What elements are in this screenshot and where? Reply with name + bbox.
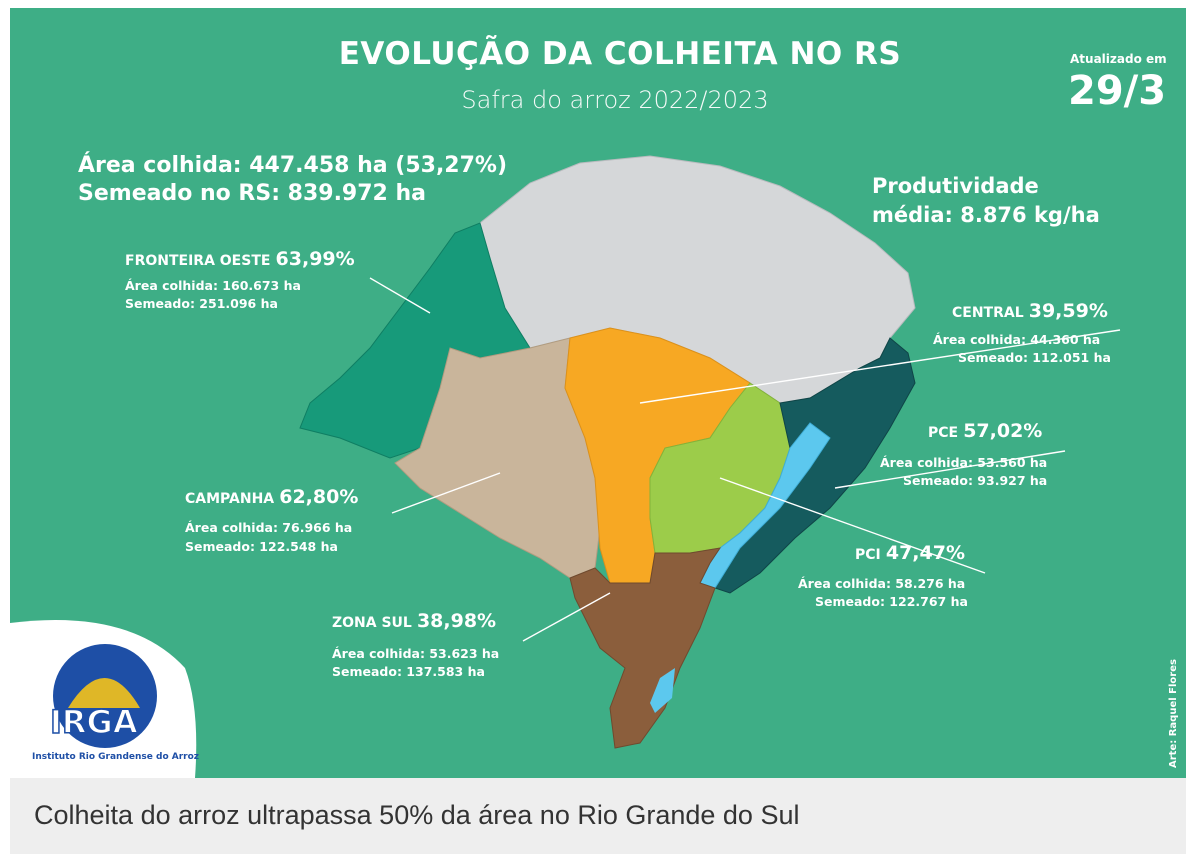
productivity-value: média: 8.876 kg/ha bbox=[872, 203, 1100, 227]
leader-fronteira bbox=[369, 277, 431, 314]
region-sown: Semeado: 93.927 ha bbox=[903, 473, 1048, 488]
image-caption: Colheita do arroz ultrapassa 50% da área… bbox=[34, 800, 800, 830]
map-region-fronteira-oeste bbox=[299, 222, 531, 459]
region-name: CENTRAL bbox=[952, 305, 1024, 321]
region-harvested: Área colhida: 160.673 ha bbox=[125, 278, 301, 293]
region-sown: Semeado: 251.096 ha bbox=[125, 296, 278, 311]
leader-lines bbox=[369, 277, 1121, 642]
page-title: EVOLUÇÃO DA COLHEITA NO RS bbox=[338, 36, 902, 72]
region-label-fronteira-oeste: FRONTEIRA OESTE 63,99% bbox=[125, 248, 355, 270]
infographic-panel: EVOLUÇÃO DA COLHEITA NO RS Safra do arro… bbox=[10, 8, 1186, 778]
region-harvested: Área colhida: 53.623 ha bbox=[332, 646, 500, 661]
region-percent: 62,80% bbox=[279, 486, 359, 508]
region-harvested: Área colhida: 76.966 ha bbox=[185, 520, 353, 535]
leader-campanha bbox=[391, 472, 501, 514]
region-label-central: CENTRAL 39,59% bbox=[952, 300, 1108, 322]
region-percent: 39,59% bbox=[1028, 300, 1108, 322]
region-sown: Semeado: 122.548 ha bbox=[185, 539, 338, 554]
region-sown: Semeado: 122.767 ha bbox=[815, 594, 968, 609]
region-percent: 47,47% bbox=[885, 542, 965, 564]
caption-bar: Colheita do arroz ultrapassa 50% da área… bbox=[10, 778, 1186, 854]
region-percent: 57,02% bbox=[963, 420, 1043, 442]
total-sown: Semeado no RS: 839.972 ha bbox=[78, 181, 427, 206]
region-label-campanha: CAMPANHA 62,80% bbox=[185, 486, 358, 508]
region-name: PCE bbox=[928, 425, 959, 441]
map-region-zona-sul bbox=[569, 547, 722, 749]
productivity-label: Produtividade bbox=[872, 174, 1039, 198]
region-label-pci: PCI 47,47% bbox=[855, 542, 965, 564]
leader-central bbox=[639, 329, 1121, 404]
leader-pce bbox=[834, 450, 1066, 489]
artist-credit: Arte: Raquel Flores bbox=[1168, 659, 1179, 768]
leader-zonasul bbox=[522, 592, 611, 642]
leader-pci bbox=[719, 477, 986, 574]
region-harvested: Área colhida: 58.276 ha bbox=[798, 576, 966, 591]
updated-date: 29/3 bbox=[1068, 68, 1167, 114]
region-harvested: Área colhida: 44.360 ha bbox=[933, 332, 1101, 347]
logo-subtext: Instituto Rio Grandense do Arroz bbox=[32, 752, 200, 762]
irga-logo-emblem bbox=[53, 644, 157, 748]
page-subtitle: Safra do arroz 2022/2023 bbox=[461, 86, 769, 114]
region-sown: Semeado: 112.051 ha bbox=[958, 350, 1111, 365]
logo-text: IRGA bbox=[49, 702, 138, 742]
updated-label: Atualizado em bbox=[1070, 52, 1167, 66]
region-name: ZONA SUL bbox=[332, 615, 412, 631]
region-label-zona-sul: ZONA SUL 38,98% bbox=[332, 610, 496, 632]
region-name: FRONTEIRA OESTE bbox=[125, 253, 271, 269]
rs-map bbox=[10, 155, 1121, 778]
total-harvested: Área colhida: 447.458 ha (53,27%) bbox=[78, 153, 508, 178]
map-lagoon bbox=[650, 668, 675, 713]
region-sown: Semeado: 137.583 ha bbox=[332, 664, 485, 679]
region-harvested: Área colhida: 53.560 ha bbox=[880, 455, 1048, 470]
region-name: PCI bbox=[855, 547, 881, 563]
region-label-pce: PCE 57,02% bbox=[928, 420, 1042, 442]
region-percent: 63,99% bbox=[275, 248, 355, 270]
region-name: CAMPANHA bbox=[185, 491, 275, 507]
region-percent: 38,98% bbox=[416, 610, 497, 632]
